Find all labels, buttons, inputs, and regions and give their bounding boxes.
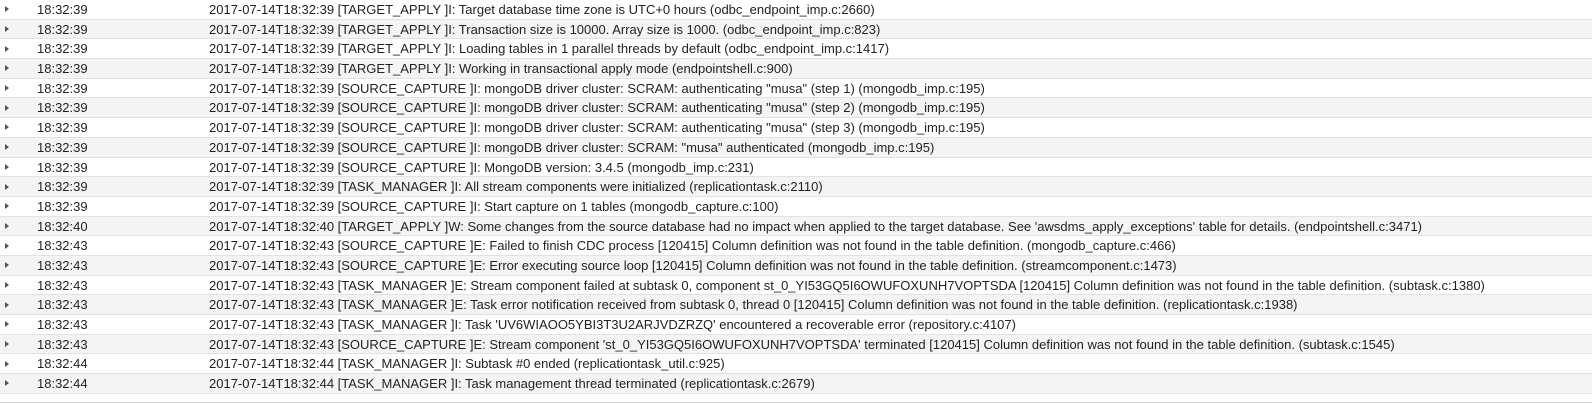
- log-message: 2017-07-14T18:32:39 [TARGET_APPLY ]I: Wo…: [209, 61, 793, 77]
- log-message: 2017-07-14T18:32:39 [SOURCE_CAPTURE ]I: …: [209, 80, 985, 96]
- log-row[interactable]: 18:32:39 2017-07-14T18:32:39 [SOURCE_CAPT…: [0, 137, 1592, 158]
- expand-arrow-icon[interactable]: [5, 26, 9, 33]
- expand-arrow-icon[interactable]: [5, 45, 9, 52]
- log-time: 18:32:43: [37, 317, 88, 332]
- log-time: 18:32:39: [37, 21, 88, 37]
- expand-arrow-icon[interactable]: [5, 144, 9, 151]
- log-row[interactable]: 18:32:43 2017-07-14T18:32:43 [TASK_MANAGE…: [0, 315, 1592, 335]
- log-time: 18:32:39: [37, 80, 88, 96]
- log-time: 18:32:39: [37, 41, 88, 57]
- log-row[interactable]: 18:32:43 2017-07-14T18:32:43 [TASK_MANAGE…: [0, 275, 1592, 296]
- log-row[interactable]: 18:32:39 2017-07-14T18:32:39 [SOURCE_CAPT…: [0, 78, 1592, 99]
- log-row[interactable]: 18:32:43 2017-07-14T18:32:43 [SOURCE_CAPT…: [0, 255, 1592, 276]
- log-row[interactable]: 18:32:39 2017-07-14T18:32:39 [SOURCE_CAPT…: [0, 98, 1592, 119]
- log-message: 2017-07-14T18:32:44 [TASK_MANAGER ]I: Ta…: [209, 376, 815, 392]
- log-message: 2017-07-14T18:32:40 [TARGET_APPLY ]W: So…: [209, 218, 1423, 234]
- log-time: 18:32:39: [37, 100, 88, 116]
- log-time: 18:32:39: [37, 179, 88, 195]
- log-row[interactable]: 18:32:39 2017-07-14T18:32:39 [TARGET_APPL…: [0, 39, 1592, 60]
- log-time: 18:32:40: [37, 218, 88, 234]
- expand-arrow-icon[interactable]: [5, 281, 9, 288]
- log-row[interactable]: 18:32:39 2017-07-14T18:32:39 [TARGET_APPL…: [0, 0, 1592, 20]
- log-row[interactable]: 18:32:39 2017-07-14T18:32:39 [TASK_MANAGE…: [0, 177, 1592, 197]
- expand-arrow-icon[interactable]: [5, 6, 9, 13]
- log-message: 2017-07-14T18:32:39 [SOURCE_CAPTURE ]I: …: [209, 198, 779, 214]
- expand-arrow-icon[interactable]: [5, 163, 9, 170]
- log-row[interactable]: 18:32:40 2017-07-14T18:32:40 [TARGET_APPL…: [0, 216, 1592, 237]
- expand-arrow-icon[interactable]: [5, 203, 9, 210]
- log-row[interactable]: 18:32:39 2017-07-14T18:32:39 [SOURCE_CAPT…: [0, 118, 1592, 138]
- log-time: 18:32:39: [37, 120, 88, 136]
- log-message: 2017-07-14T18:32:43 [SOURCE_CAPTURE ]E: …: [209, 336, 1395, 352]
- expand-arrow-icon[interactable]: [5, 321, 9, 328]
- log-time: 18:32:39: [37, 61, 88, 77]
- log-message: 2017-07-14T18:32:39 [TARGET_APPLY ]I: Ta…: [209, 2, 875, 17]
- log-time: 18:32:39: [37, 159, 88, 175]
- expand-arrow-icon[interactable]: [5, 242, 9, 249]
- log-time: 18:32:39: [37, 139, 88, 155]
- log-message: 2017-07-14T18:32:39 [TARGET_APPLY ]I: Lo…: [209, 41, 890, 57]
- log-time: 18:32:39: [37, 2, 88, 17]
- expand-arrow-icon[interactable]: [5, 65, 9, 72]
- expand-arrow-icon[interactable]: [5, 104, 9, 111]
- log-message: 2017-07-14T18:32:39 [SOURCE_CAPTURE ]I: …: [209, 139, 935, 155]
- log-message: 2017-07-14T18:32:43 [SOURCE_CAPTURE ]E: …: [209, 238, 1176, 254]
- log-message: 2017-07-14T18:32:39 [SOURCE_CAPTURE ]I: …: [209, 159, 754, 175]
- log-message: 2017-07-14T18:32:39 [TARGET_APPLY ]I: Tr…: [209, 21, 881, 37]
- log-row[interactable]: 18:32:39 2017-07-14T18:32:39 [SOURCE_CAPT…: [0, 196, 1592, 217]
- expand-arrow-icon[interactable]: [5, 380, 9, 387]
- log-row[interactable]: 18:32:43 2017-07-14T18:32:43 [TASK_MANAGE…: [0, 295, 1592, 315]
- log-message: 2017-07-14T18:32:39 [SOURCE_CAPTURE ]I: …: [209, 120, 985, 136]
- log-message: 2017-07-14T18:32:43 [TASK_MANAGER ]E: Ta…: [209, 297, 1298, 313]
- expand-arrow-icon[interactable]: [5, 124, 9, 131]
- expand-arrow-icon[interactable]: [5, 341, 9, 348]
- log-time: 18:32:43: [37, 336, 88, 352]
- expand-arrow-icon[interactable]: [5, 262, 9, 269]
- log-row[interactable]: 18:32:44 2017-07-14T18:32:44 [TASK_MANAGE…: [0, 354, 1592, 375]
- log-time: 18:32:43: [37, 277, 88, 293]
- log-row[interactable]: 18:32:44 2017-07-14T18:32:44 [TASK_MANAGE…: [0, 374, 1592, 394]
- log-time: 18:32:43: [37, 297, 88, 313]
- expand-arrow-icon[interactable]: [5, 301, 9, 308]
- log-row[interactable]: 18:32:43 2017-07-14T18:32:43 [SOURCE_CAPT…: [0, 236, 1592, 256]
- log-time: 18:32:43: [37, 257, 88, 273]
- log-time: 18:32:44: [37, 376, 88, 392]
- log-row[interactable]: 18:32:39 2017-07-14T18:32:39 [SOURCE_CAPT…: [0, 157, 1592, 178]
- log-time: 18:32:39: [37, 198, 88, 214]
- expand-arrow-icon[interactable]: [5, 183, 9, 190]
- log-row[interactable]: 18:32:43 2017-07-14T18:32:43 [SOURCE_CAPT…: [0, 334, 1592, 355]
- log-time: 18:32:44: [37, 356, 88, 372]
- expand-arrow-icon[interactable]: [5, 222, 9, 229]
- log-time: 18:32:43: [37, 238, 88, 254]
- log-row[interactable]: 18:32:39 2017-07-14T18:32:39 [TARGET_APPL…: [0, 19, 1592, 40]
- log-message: 2017-07-14T18:32:39 [SOURCE_CAPTURE ]I: …: [209, 100, 985, 116]
- log-message: 2017-07-14T18:32:43 [TASK_MANAGER ]I: Ta…: [209, 317, 1016, 332]
- expand-arrow-icon[interactable]: [5, 360, 9, 367]
- log-row[interactable]: 18:32:39 2017-07-14T18:32:39 [TARGET_APPL…: [0, 59, 1592, 79]
- log-message: 2017-07-14T18:32:43 [TASK_MANAGER ]E: St…: [209, 277, 1485, 293]
- expand-arrow-icon[interactable]: [5, 85, 9, 92]
- log-message: 2017-07-14T18:32:44 [TASK_MANAGER ]I: Su…: [209, 356, 725, 372]
- log-message: 2017-07-14T18:32:39 [TASK_MANAGER ]I: Al…: [209, 179, 823, 195]
- log-message: 2017-07-14T18:32:43 [SOURCE_CAPTURE ]E: …: [209, 257, 1177, 273]
